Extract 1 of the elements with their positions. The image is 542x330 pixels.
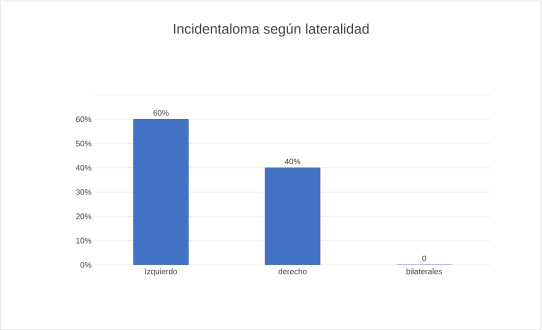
chart-title: Incidentaloma según lateralidad bbox=[174, 23, 369, 37]
